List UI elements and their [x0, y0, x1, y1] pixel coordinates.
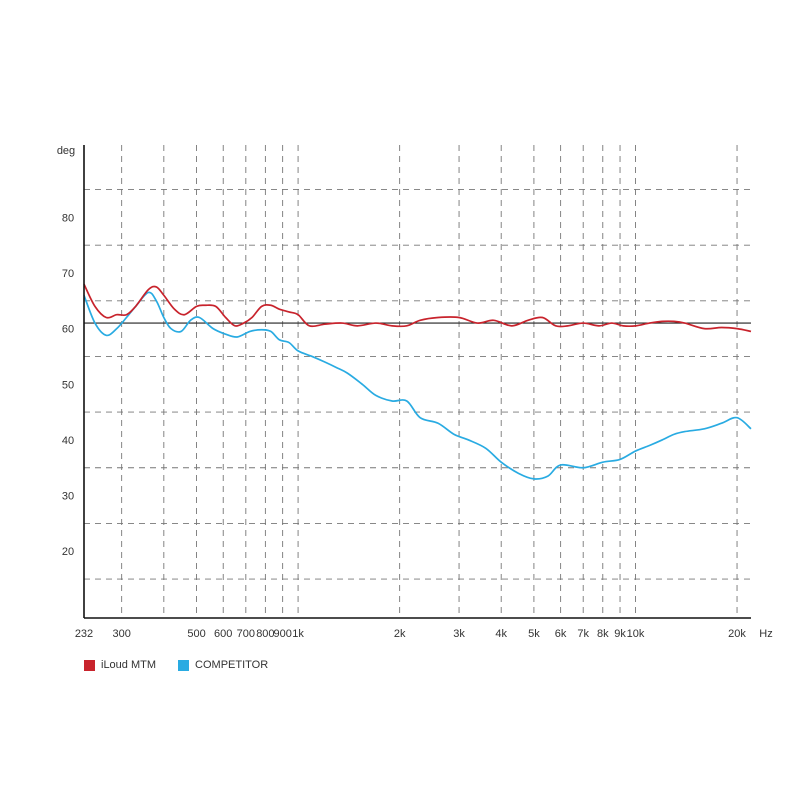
- y-tick-label: 40: [62, 435, 74, 447]
- y-tick-label: 60: [62, 324, 74, 336]
- x-tick-label: 232: [75, 628, 93, 640]
- y-tick-label: 70: [62, 268, 74, 280]
- x-tick-label: 500: [187, 628, 205, 640]
- x-tick-label: 6k: [555, 628, 567, 640]
- x-tick-label: 800: [256, 628, 274, 640]
- x-tick-label: 9k: [614, 628, 626, 640]
- y-tick-label: 50: [62, 379, 74, 391]
- legend: iLoud MTM COMPETITOR: [84, 659, 268, 671]
- legend-swatch: [84, 659, 95, 671]
- y-tick-label: 30: [62, 491, 74, 503]
- legend-item-competitor: COMPETITOR: [178, 659, 268, 671]
- series-layer: [83, 283, 752, 480]
- x-tick-label: 1k: [292, 628, 304, 640]
- grid-lines: [84, 145, 751, 618]
- x-tick-label: 20k: [728, 628, 746, 640]
- x-tick-label: 900: [273, 628, 291, 640]
- x-tick-label: 8k: [597, 628, 609, 640]
- y-tick-label: 80: [62, 212, 74, 224]
- legend-label: iLoud MTM: [101, 659, 157, 671]
- x-tick-label: 5k: [528, 628, 540, 640]
- legend-label: COMPETITOR: [195, 659, 269, 671]
- legend-item-iloud-mtm: iLoud MTM: [84, 659, 156, 671]
- x-tick-label: 7k: [577, 628, 589, 640]
- x-tick-label: 4k: [495, 628, 507, 640]
- series-line-iloud-mtm: [83, 283, 752, 333]
- x-tick-label: 2k: [394, 628, 406, 640]
- y-tick-label: 20: [62, 546, 74, 558]
- x-tick-label: 700: [237, 628, 255, 640]
- series-line-competitor: [83, 291, 752, 480]
- x-tick-label: 10k: [627, 628, 645, 640]
- y-axis-label: deg: [57, 145, 75, 157]
- axes: [83, 145, 751, 619]
- x-axis-label: Hz: [759, 628, 772, 640]
- x-tick-label: 300: [112, 628, 130, 640]
- x-tick-label: 600: [214, 628, 232, 640]
- legend-swatch: [178, 659, 190, 671]
- x-tick-label: 3k: [453, 628, 465, 640]
